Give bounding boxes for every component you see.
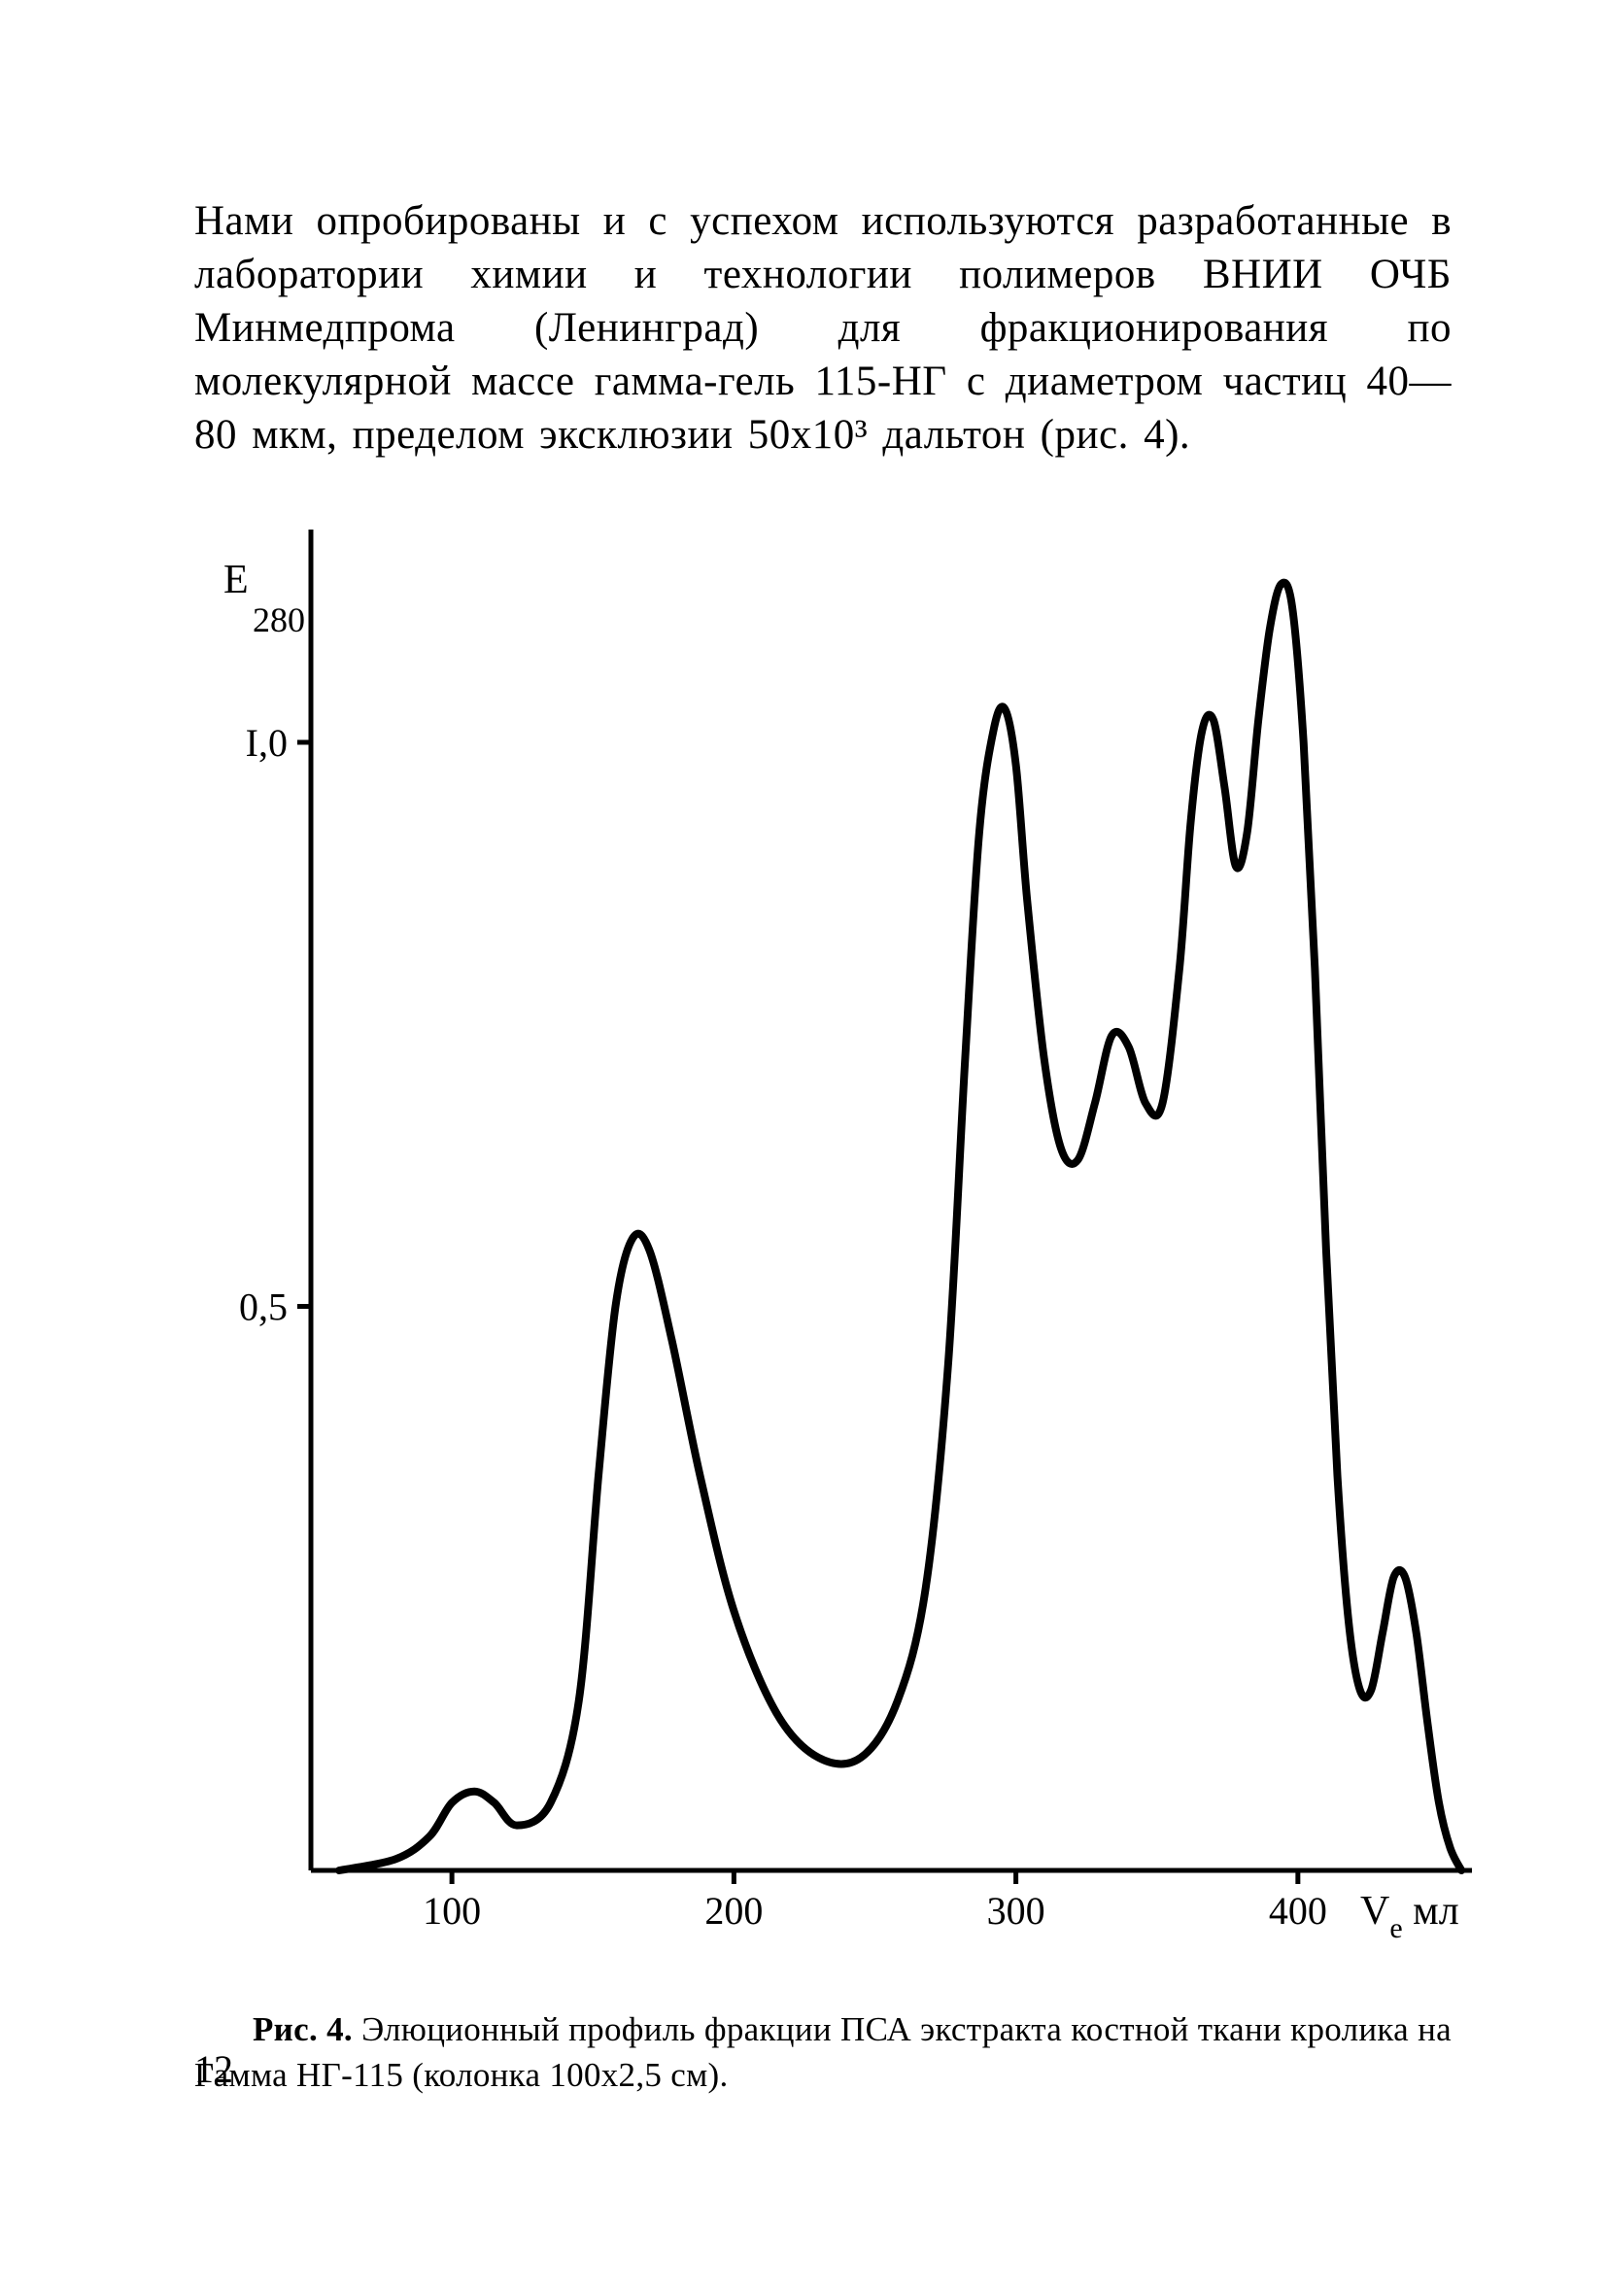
svg-text:400: 400: [1269, 1889, 1327, 1933]
figure-caption: Рис. 4. Элюционный профиль фракции ПСА э…: [194, 2006, 1452, 2099]
body-paragraph: Нами опробированы и с успехом используют…: [194, 194, 1452, 462]
elution-profile-chart: 0,5 I,0 100 200 300 400 E280 Ve мл: [194, 510, 1496, 1968]
figure-caption-text: Элюционный профиль фракции ПСА экстракта…: [194, 2010, 1452, 2094]
svg-text:I,0: I,0: [246, 721, 288, 765]
svg-text:300: 300: [987, 1889, 1045, 1933]
svg-text:0,5: 0,5: [239, 1285, 288, 1329]
svg-text:E: E: [223, 558, 249, 602]
svg-text:200: 200: [704, 1889, 763, 1933]
svg-text:280: 280: [253, 600, 305, 639]
page-number: 12: [194, 2046, 233, 2092]
svg-text:100: 100: [423, 1889, 481, 1933]
svg-text:Ve мл: Ve мл: [1360, 1889, 1459, 1944]
figure-caption-label: Рис. 4.: [253, 2010, 353, 2048]
